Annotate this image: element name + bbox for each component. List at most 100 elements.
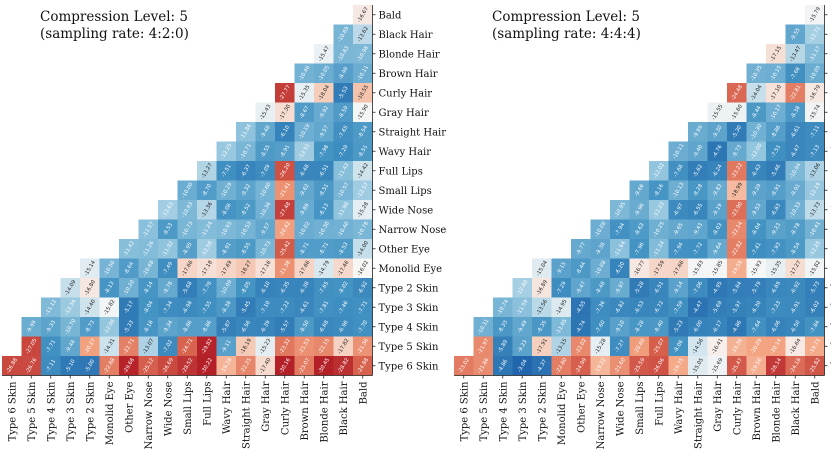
cell-value-label: -4.86 xyxy=(731,320,743,335)
x-tick-label: Blonde Hair xyxy=(771,381,782,442)
cell-value-label: -7.27 xyxy=(614,339,626,354)
cell-value-label: -8.91 xyxy=(770,183,782,198)
heatmap-cell xyxy=(158,239,178,259)
heatmap-cell xyxy=(333,356,353,376)
cell-value-label: -7.65 xyxy=(338,125,350,140)
x-tick-label: Other Eye xyxy=(124,381,135,432)
cell-value-label: -8.38 xyxy=(790,105,802,120)
heatmap-cell xyxy=(353,356,373,376)
heatmap-cell xyxy=(216,278,236,298)
heatmap-cell xyxy=(805,239,825,259)
y-tick-label: Wavy Hair xyxy=(379,147,432,158)
heatmap-cell xyxy=(294,161,314,181)
heatmap-cell xyxy=(60,356,80,376)
heatmap-cell xyxy=(255,297,275,317)
cell-value-label: -7.02 xyxy=(162,339,174,354)
heatmap-cell xyxy=(275,317,295,337)
heatmap-cell xyxy=(138,239,158,259)
heatmap-cell xyxy=(590,356,610,376)
heatmap-cell xyxy=(333,258,353,278)
heatmap-cell xyxy=(275,278,295,298)
heatmap-cell xyxy=(275,356,295,376)
cell-value-label: -6.55 xyxy=(692,203,704,218)
cell-value-label: -7.41 xyxy=(751,242,763,257)
cell-value-label: -8.73 xyxy=(84,320,96,335)
x-tick-label: Black Hair xyxy=(791,381,802,435)
heatmap-cell xyxy=(629,258,649,278)
heatmap-cell xyxy=(197,297,217,317)
heatmap-cell xyxy=(333,63,353,83)
heatmap-cell xyxy=(590,317,610,337)
heatmap-cell xyxy=(80,297,100,317)
heatmap-cell xyxy=(138,317,158,337)
heatmap-cell xyxy=(80,336,100,356)
cell-value-label: -7.60 xyxy=(595,320,607,335)
heatmap-cell xyxy=(294,297,314,317)
heatmap-cell xyxy=(805,141,825,161)
heatmap-cell xyxy=(177,336,197,356)
heatmap-cell xyxy=(668,219,688,239)
heatmap-cell xyxy=(649,200,669,220)
cell-value-label: -6.02 xyxy=(809,300,821,315)
heatmap-cell xyxy=(158,219,178,239)
heatmap-cell xyxy=(785,161,805,181)
heatmap-cell xyxy=(805,161,825,181)
heatmap-cell xyxy=(314,180,334,200)
heatmap-cell xyxy=(668,180,688,200)
heatmap-cell xyxy=(571,356,591,376)
heatmap-cell xyxy=(688,297,708,317)
x-tick-label: Brown Hair xyxy=(300,381,311,440)
cell-value-label: -7.81 xyxy=(318,300,330,315)
heatmap-cell xyxy=(275,219,295,239)
cell-value-label: -8.86 xyxy=(770,125,782,140)
heatmap-cell xyxy=(216,200,236,220)
heatmap-cell xyxy=(785,317,805,337)
cell-value-label: -7.65 xyxy=(318,281,330,296)
heatmap-cell xyxy=(255,278,275,298)
heatmap-cell xyxy=(532,336,552,356)
heatmap-cell xyxy=(785,278,805,298)
heatmap-cell xyxy=(177,278,197,298)
heatmap-cell xyxy=(158,258,178,278)
cell-value-label: -6.96 xyxy=(338,320,350,335)
heatmap-cell xyxy=(197,317,217,337)
heatmap-cell xyxy=(353,200,373,220)
cell-value-label: -7.55 xyxy=(201,300,213,315)
heatmap-cell xyxy=(353,258,373,278)
cell-value-label: -9.29 xyxy=(751,183,763,198)
cell-value-label: -5.17 xyxy=(123,300,135,315)
heatmap-cell xyxy=(314,44,334,64)
cell-value-label: -6.98 xyxy=(182,300,194,315)
heatmap-cell xyxy=(353,180,373,200)
heatmap-cell xyxy=(216,219,236,239)
heatmap-cell xyxy=(2,356,22,376)
heatmap-cell xyxy=(473,356,493,376)
heatmap-cell xyxy=(21,336,41,356)
chart-title: Compression Level: 5 xyxy=(492,9,640,25)
heatmap-cell xyxy=(333,122,353,142)
cell-value-label: -4.55 xyxy=(575,300,587,315)
heatmap-cell xyxy=(785,336,805,356)
heatmap-cell xyxy=(493,297,513,317)
heatmap-cell xyxy=(805,63,825,83)
heatmap-cell xyxy=(707,161,727,181)
heatmap-cell xyxy=(785,141,805,161)
cell-value-label: -5.97 xyxy=(731,300,743,315)
heatmap-cell xyxy=(177,200,197,220)
heatmap-cell xyxy=(314,219,334,239)
heatmap-cell xyxy=(314,317,334,337)
heatmap-cell xyxy=(532,278,552,298)
x-tick-label: Monolid Eye xyxy=(105,381,116,445)
x-tick-label: Full Lips xyxy=(654,382,665,426)
heatmap-cell xyxy=(746,317,766,337)
cell-value-label: -4.37 xyxy=(536,359,548,374)
heatmap-cell xyxy=(80,356,100,376)
cell-value-label: -9.57 xyxy=(260,222,272,237)
heatmap-cell xyxy=(333,161,353,181)
heatmap-cell xyxy=(41,317,61,337)
heatmap-cell xyxy=(119,297,139,317)
cell-value-label: -6.48 xyxy=(299,164,311,179)
heatmap-cell xyxy=(727,258,747,278)
heatmap-cell xyxy=(512,278,532,298)
heatmap-cell xyxy=(236,317,256,337)
